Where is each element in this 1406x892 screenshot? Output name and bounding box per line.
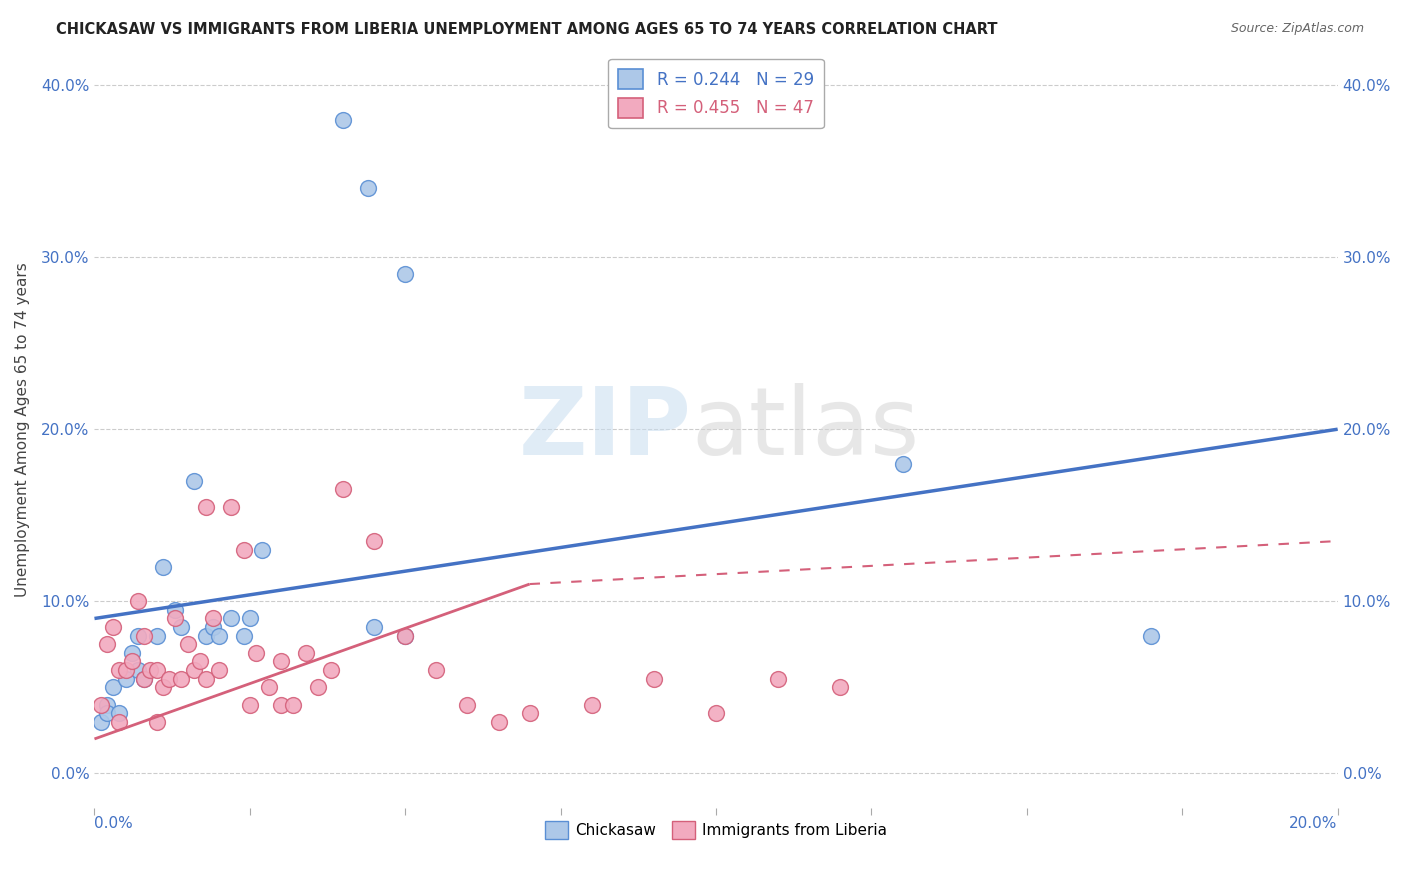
Point bbox=[332, 112, 354, 127]
Point bbox=[127, 629, 149, 643]
Point bbox=[145, 629, 167, 643]
Point bbox=[257, 681, 280, 695]
Point bbox=[121, 655, 143, 669]
Point bbox=[891, 457, 914, 471]
Point bbox=[170, 620, 193, 634]
Point bbox=[270, 655, 292, 669]
Point bbox=[165, 603, 187, 617]
Point bbox=[704, 706, 727, 720]
Point bbox=[134, 672, 156, 686]
Point bbox=[139, 663, 162, 677]
Point bbox=[127, 663, 149, 677]
Point bbox=[165, 611, 187, 625]
Point bbox=[108, 714, 131, 729]
Point bbox=[121, 646, 143, 660]
Point bbox=[519, 706, 541, 720]
Point bbox=[134, 629, 156, 643]
Point bbox=[363, 534, 385, 549]
Point bbox=[283, 698, 305, 712]
Point bbox=[90, 698, 112, 712]
Point bbox=[394, 629, 416, 643]
Point bbox=[188, 655, 211, 669]
Point bbox=[134, 672, 156, 686]
Point bbox=[177, 637, 200, 651]
Point bbox=[295, 646, 318, 660]
Point bbox=[183, 663, 205, 677]
Y-axis label: Unemployment Among Ages 65 to 74 years: Unemployment Among Ages 65 to 74 years bbox=[15, 262, 30, 597]
Point bbox=[425, 663, 447, 677]
Point bbox=[208, 629, 231, 643]
Point bbox=[232, 542, 254, 557]
Point bbox=[170, 672, 193, 686]
Point bbox=[394, 629, 416, 643]
Point bbox=[357, 181, 380, 195]
Point bbox=[1140, 629, 1163, 643]
Legend: Chickasaw, Immigrants from Liberia: Chickasaw, Immigrants from Liberia bbox=[538, 814, 893, 846]
Point bbox=[96, 706, 118, 720]
Point bbox=[201, 620, 224, 634]
Point bbox=[643, 672, 665, 686]
Point bbox=[239, 611, 262, 625]
Point bbox=[219, 611, 242, 625]
Point bbox=[108, 663, 131, 677]
Point bbox=[90, 714, 112, 729]
Point bbox=[108, 706, 131, 720]
Point bbox=[456, 698, 478, 712]
Point bbox=[145, 714, 167, 729]
Point bbox=[145, 663, 167, 677]
Point bbox=[232, 629, 254, 643]
Text: CHICKASAW VS IMMIGRANTS FROM LIBERIA UNEMPLOYMENT AMONG AGES 65 TO 74 YEARS CORR: CHICKASAW VS IMMIGRANTS FROM LIBERIA UNE… bbox=[56, 22, 998, 37]
Point bbox=[127, 594, 149, 608]
Point bbox=[332, 483, 354, 497]
Point bbox=[394, 268, 416, 282]
Point bbox=[195, 629, 218, 643]
Point bbox=[201, 611, 224, 625]
Point bbox=[183, 474, 205, 488]
Point bbox=[830, 681, 852, 695]
Point bbox=[363, 620, 385, 634]
Point bbox=[114, 672, 136, 686]
Point bbox=[766, 672, 789, 686]
Point bbox=[195, 672, 218, 686]
Point bbox=[152, 681, 174, 695]
Point bbox=[96, 698, 118, 712]
Point bbox=[319, 663, 342, 677]
Text: Source: ZipAtlas.com: Source: ZipAtlas.com bbox=[1230, 22, 1364, 36]
Point bbox=[307, 681, 329, 695]
Point bbox=[219, 500, 242, 514]
Point bbox=[101, 681, 124, 695]
Point bbox=[270, 698, 292, 712]
Point bbox=[96, 637, 118, 651]
Text: atlas: atlas bbox=[692, 384, 920, 475]
Point bbox=[195, 500, 218, 514]
Point bbox=[239, 698, 262, 712]
Point bbox=[114, 663, 136, 677]
Point bbox=[208, 663, 231, 677]
Point bbox=[252, 542, 274, 557]
Point bbox=[245, 646, 267, 660]
Point bbox=[101, 620, 124, 634]
Point bbox=[581, 698, 603, 712]
Point bbox=[152, 559, 174, 574]
Text: ZIP: ZIP bbox=[519, 384, 692, 475]
Text: 0.0%: 0.0% bbox=[94, 816, 134, 831]
Point bbox=[157, 672, 180, 686]
Text: 20.0%: 20.0% bbox=[1289, 816, 1337, 831]
Point bbox=[488, 714, 510, 729]
